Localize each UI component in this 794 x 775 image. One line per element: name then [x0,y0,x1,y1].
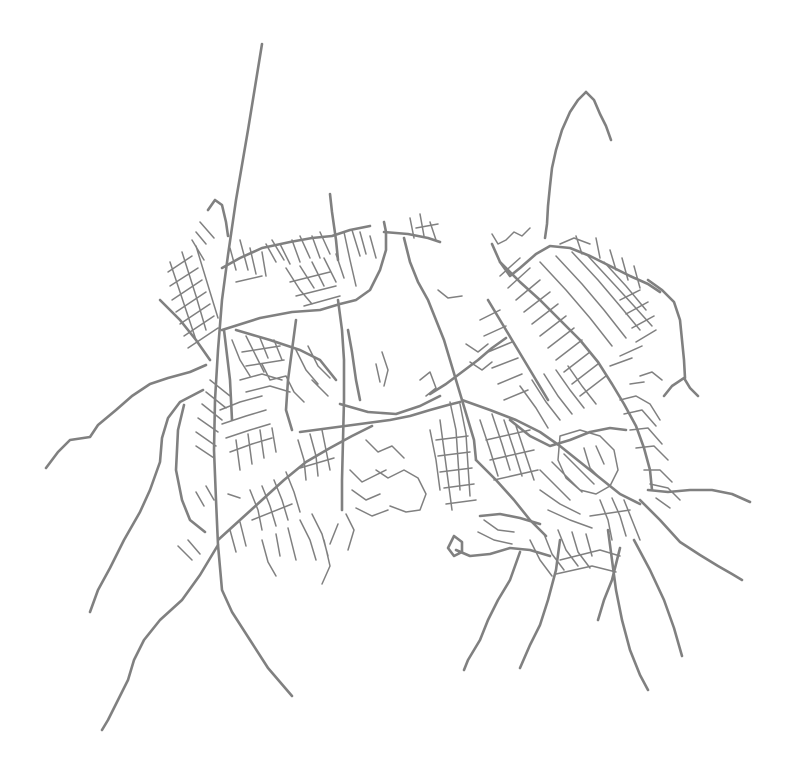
road [261,527,297,577]
road [419,371,437,397]
road [428,336,508,396]
road [235,427,277,471]
road [174,403,207,534]
road [429,401,471,511]
road [596,546,622,622]
road [662,376,700,398]
road [543,90,588,240]
road [349,469,389,517]
road [227,493,247,553]
road [490,242,662,294]
road [231,335,285,377]
road [177,485,215,561]
east-street-grid [429,227,681,577]
road [478,512,542,526]
road [249,471,301,531]
road [44,363,208,470]
road [474,458,548,538]
road-layer [44,42,752,732]
road [158,298,212,362]
road [479,413,535,481]
road [338,394,442,416]
road [646,488,752,504]
road [583,445,605,479]
road [365,439,405,459]
road [518,538,562,670]
road [167,255,219,349]
road [328,192,340,262]
road [606,528,650,692]
road [234,328,338,382]
road [88,388,205,614]
road [498,260,654,492]
road [557,429,619,495]
road [195,379,231,459]
road [454,546,552,558]
road [485,429,539,481]
road [539,251,653,347]
road [299,513,331,585]
road [402,236,478,462]
road [216,424,374,542]
road [465,343,493,371]
road [100,543,220,732]
road [169,245,219,341]
road [409,213,439,241]
road [219,395,273,453]
road [222,328,234,422]
road [298,400,462,434]
road [584,90,613,142]
road [261,363,305,403]
road [220,220,388,332]
west-street-grid [167,213,463,585]
road [477,519,515,545]
road [589,497,641,541]
road [329,513,355,551]
road [343,229,377,287]
road [375,469,427,513]
road [229,239,267,283]
road [555,549,621,575]
road [437,289,463,299]
road [206,198,230,238]
road [265,231,331,265]
road [297,429,335,481]
road [539,453,595,529]
road [295,345,331,397]
road [284,318,298,432]
road [619,395,669,461]
road [191,221,215,261]
road [632,538,684,658]
road [375,351,389,387]
road [638,498,744,582]
road [446,534,464,558]
road [460,398,642,506]
road [479,309,529,401]
road [462,550,522,672]
road [643,469,681,509]
road [499,257,607,397]
road [508,418,628,448]
road [529,529,593,577]
road [486,298,550,402]
road [382,230,442,244]
road [346,328,362,402]
road [491,227,531,245]
road [629,371,663,385]
road [609,289,657,367]
road [212,42,294,698]
road [336,298,346,512]
road [559,235,641,289]
road [646,278,687,380]
road [519,365,597,429]
road [435,435,477,505]
road [285,253,345,307]
